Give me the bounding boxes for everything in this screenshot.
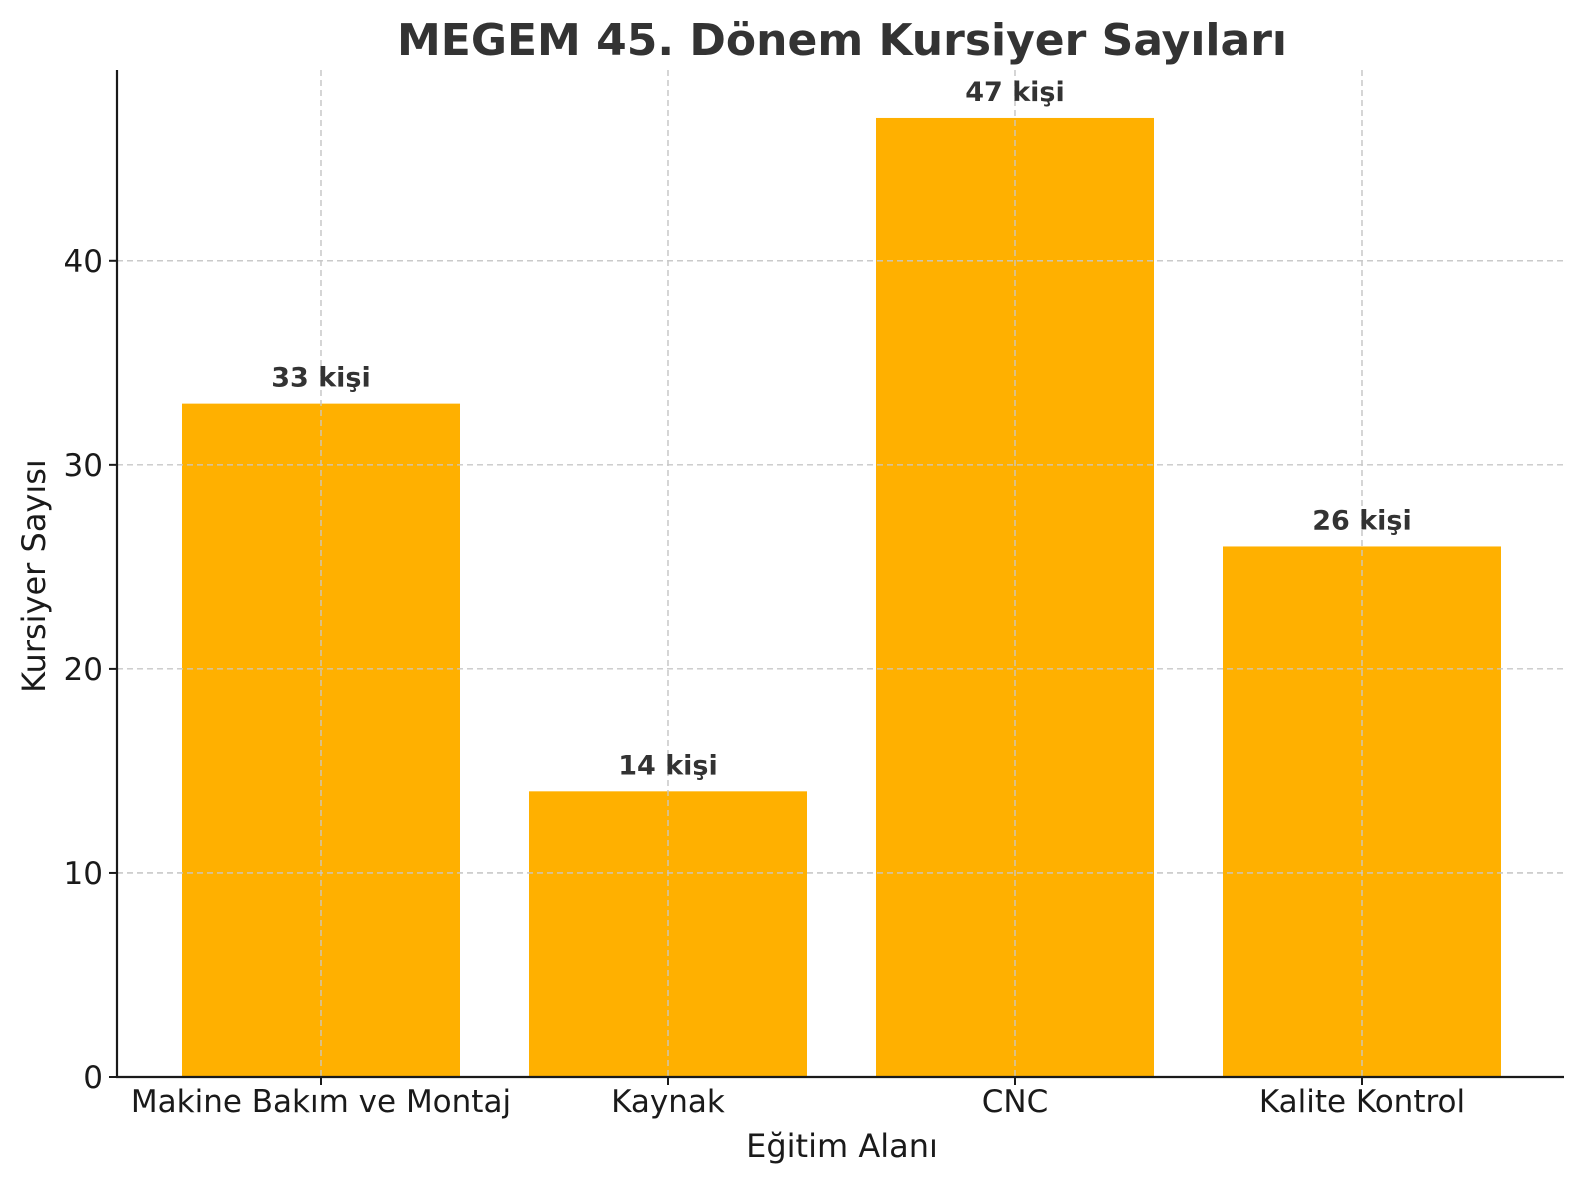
- y-tick-label: 10: [64, 856, 103, 892]
- x-tick-label: CNC: [982, 1084, 1048, 1120]
- data-label: 33 kişi: [271, 363, 371, 394]
- data-label: 47 kişi: [965, 77, 1065, 108]
- x-tick-label: Kalite Kontrol: [1259, 1084, 1465, 1120]
- data-labels-layer: 33 kişi 14 kişi 47 kişi 26 kişi: [271, 77, 1412, 781]
- y-tick-label: 0: [83, 1060, 103, 1096]
- y-tick-label: 30: [64, 448, 103, 484]
- x-tick-label: Makine Bakım ve Montaj: [131, 1084, 511, 1120]
- bars-layer: [117, 70, 1564, 1078]
- y-tick-label: 20: [64, 652, 103, 688]
- axes-layer: 0 10 20 30 40 Makine Bakım ve Montaj Kaynak CNC…: [64, 70, 1564, 1120]
- data-label: 26 kişi: [1312, 505, 1412, 536]
- chart-title: MEGEM 45. Dönem Kursiyer Sayıları: [397, 15, 1287, 66]
- x-axis-label: Eğitim Alanı: [746, 1127, 938, 1165]
- y-tick-label: 40: [64, 244, 103, 280]
- x-tick-label: Kaynak: [611, 1084, 725, 1120]
- bar: [876, 117, 1154, 1077]
- y-axis-label: Kursiyer Sayısı: [15, 459, 53, 693]
- data-label: 14 kişi: [618, 750, 718, 781]
